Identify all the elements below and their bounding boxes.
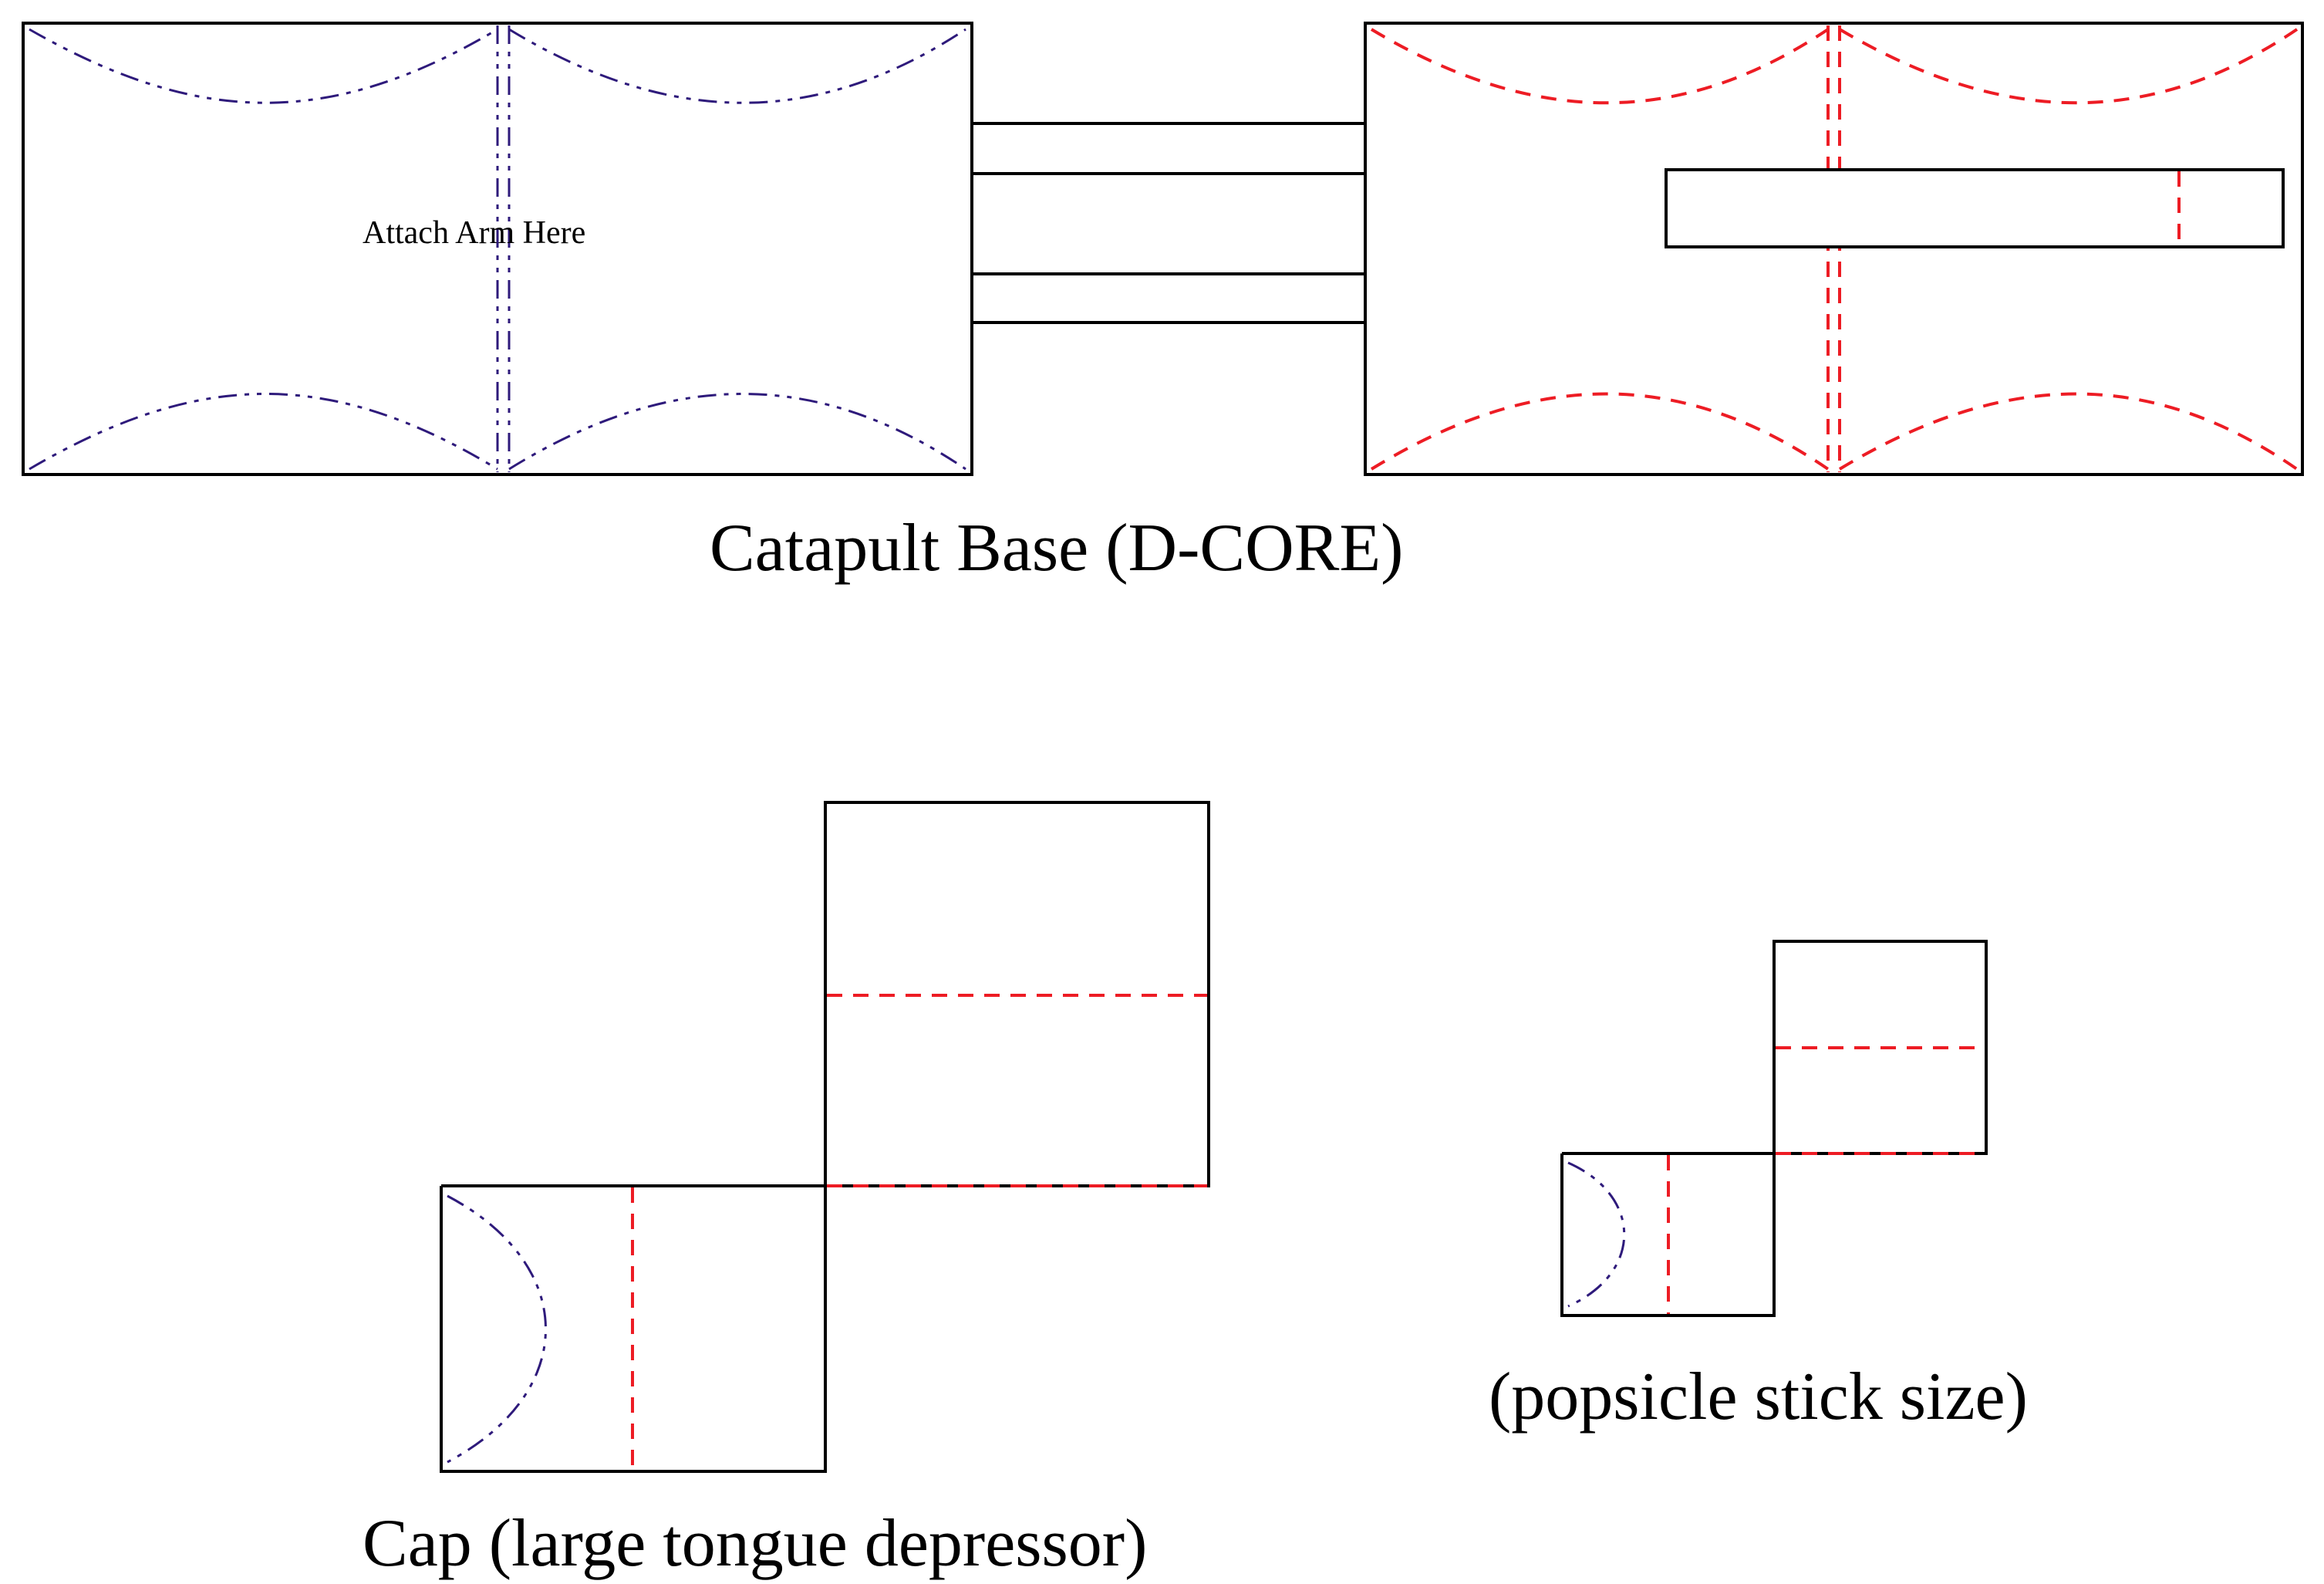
right-arc <box>1371 29 1828 103</box>
right-arc <box>1840 29 2297 103</box>
cap-small-purple-arc <box>1568 1163 1624 1306</box>
left-arc <box>29 29 498 103</box>
left-arc <box>509 394 966 470</box>
base-right-rect <box>1365 23 2302 475</box>
right-arc <box>1371 394 1828 470</box>
cap-large-purple-arc <box>447 1196 546 1462</box>
attach-arm-label: Attach Arm Here <box>363 214 585 252</box>
right-arc <box>1840 394 2297 470</box>
left-arc <box>29 394 498 470</box>
cap-large-title: Cap (large tongue depressor) <box>363 1505 1147 1582</box>
base-title: Catapult Base (D-CORE) <box>710 509 1403 587</box>
cap-small-title: (popsicle stick size) <box>1489 1358 2028 1436</box>
slot-rect <box>1666 170 2283 247</box>
catapult-base-diagram <box>0 0 2324 1584</box>
left-arc <box>509 29 966 103</box>
